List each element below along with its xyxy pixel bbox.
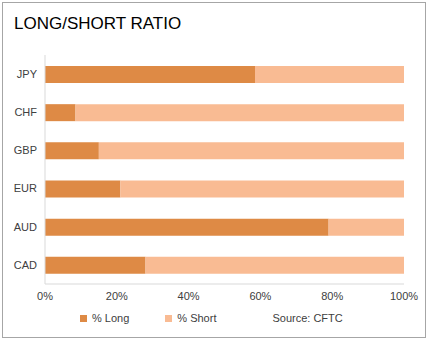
html-text:Source: CFTC: Source: CFTC <box>272 312 343 324</box>
svg-text:80%: 80% <box>321 290 343 302</box>
svg-text:40%: 40% <box>178 290 200 302</box>
svg-text:CHF: CHF <box>14 106 37 118</box>
svg-text:CAD: CAD <box>14 259 37 271</box>
svg-text:60%: 60% <box>249 290 271 302</box>
html-text:% Long: % Long <box>92 312 130 324</box>
svg-text:100%: 100% <box>390 290 418 302</box>
html-text:% Short: % Short <box>177 312 217 324</box>
svg-text:20%: 20% <box>106 290 128 302</box>
svg-text:GBP: GBP <box>14 144 37 156</box>
svg-text:JPY: JPY <box>17 68 38 80</box>
svg-text:AUD: AUD <box>14 221 37 233</box>
svg-text:0%: 0% <box>37 290 53 302</box>
html-text:LONG/SHORT RATIO: LONG/SHORT RATIO <box>14 14 182 33</box>
svg-text:EUR: EUR <box>14 182 37 194</box>
